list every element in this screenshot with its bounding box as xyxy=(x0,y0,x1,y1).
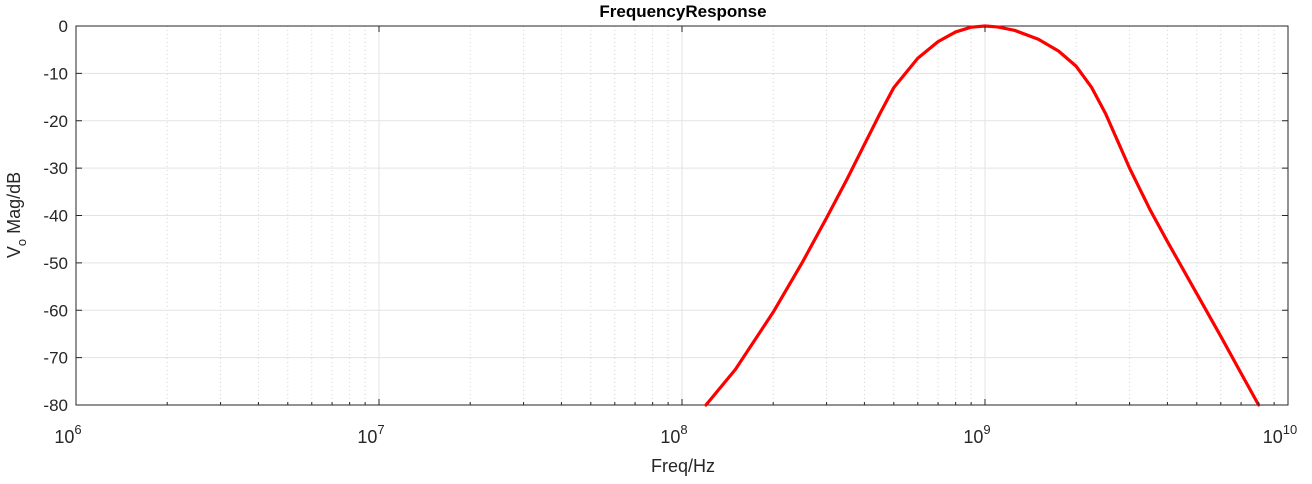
x-tick-label: 1010 xyxy=(1263,422,1298,447)
y-axis-label: Vo Mag/dB xyxy=(4,172,29,258)
y-tick-label: -50 xyxy=(43,254,68,273)
tick-labels: 0 -10 -20 -30 -40 -50 -60 -70 -80 106 107 108 109 101… xyxy=(43,17,1297,447)
y-tick-label: -80 xyxy=(43,396,68,415)
y-tick-label: -40 xyxy=(43,207,68,226)
x-axis-label: Freq/Hz xyxy=(651,456,715,476)
y-axis-label-main: V xyxy=(4,246,24,258)
y-tick-label: -10 xyxy=(43,64,68,83)
x-tick-label: 109 xyxy=(963,422,990,447)
y-tick-label: -70 xyxy=(43,349,68,368)
y-axis-label-subscript: o xyxy=(14,239,29,246)
y-tick-label: -30 xyxy=(43,159,68,178)
y-axis-label-rest: Mag/dB xyxy=(4,172,24,239)
grid xyxy=(75,25,1289,406)
y-tick-label: -60 xyxy=(43,301,68,320)
x-tick-label: 108 xyxy=(660,422,687,447)
chart-title: FrequencyResponse xyxy=(599,2,766,21)
x-tick-label: 107 xyxy=(357,422,384,447)
y-tick-label: 0 xyxy=(59,17,68,36)
series-line xyxy=(704,24,1261,407)
series-layer xyxy=(704,24,1261,407)
x-tick-label: 106 xyxy=(54,422,81,447)
y-tick-label: -20 xyxy=(43,112,68,131)
